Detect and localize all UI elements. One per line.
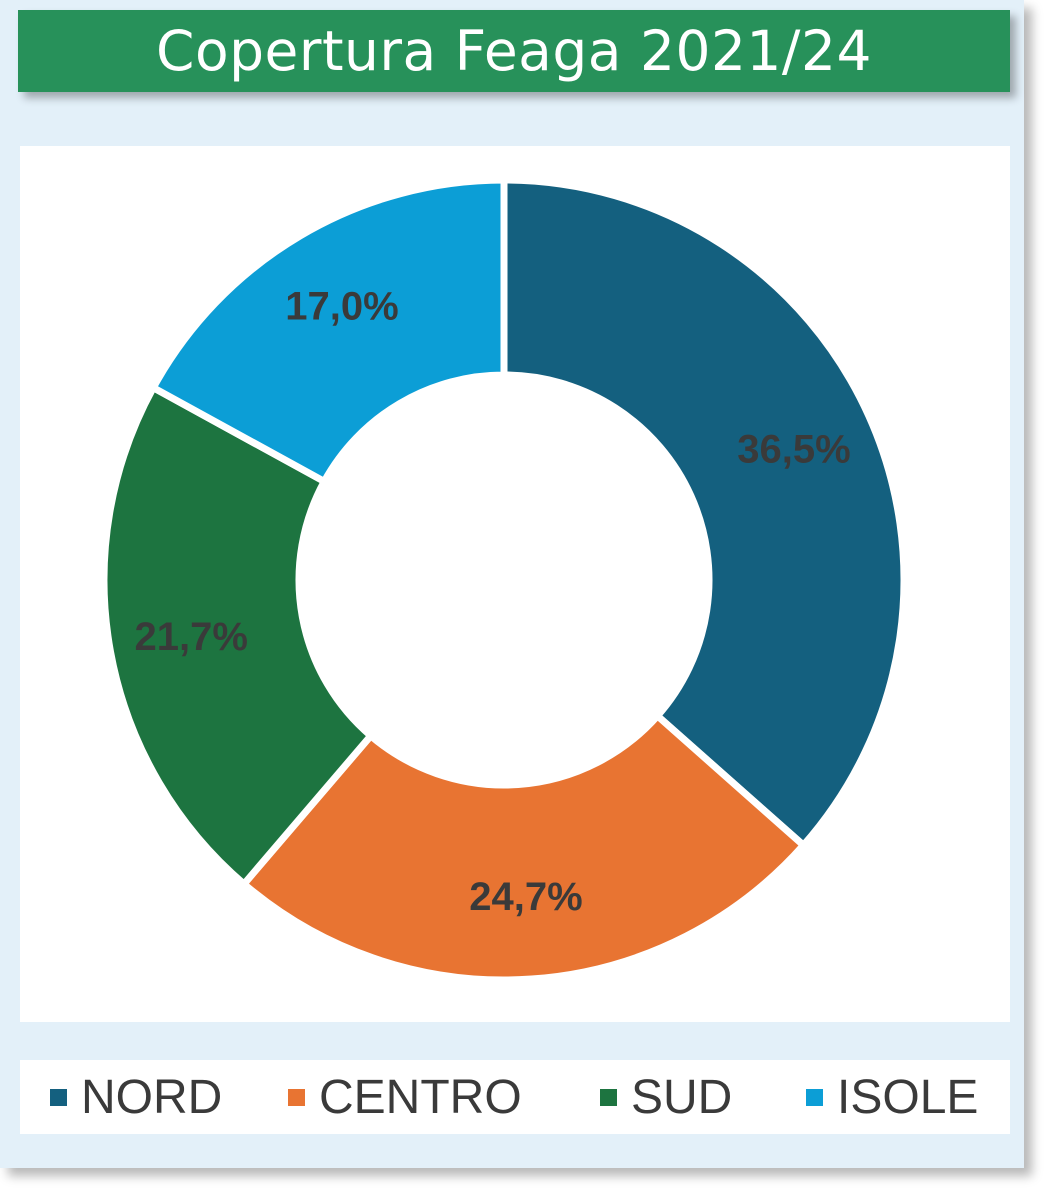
legend-label-isole: ISOLE xyxy=(837,1070,979,1124)
legend-item-nord: NORD xyxy=(50,1060,222,1134)
legend-swatch-nord xyxy=(50,1088,67,1106)
donut-chart: 36,5% 24,7% 21,7% 17,0% xyxy=(100,176,908,984)
slice-sud xyxy=(100,382,376,889)
chart-card: Copertura Feaga 2021/24 36,5% 24,7% 21,7% 1… xyxy=(0,0,1024,1168)
legend-label-centro: CENTRO xyxy=(319,1070,522,1124)
data-label-centro: 24,7% xyxy=(469,875,582,919)
legend: NORD CENTRO SUD ISOLE xyxy=(20,1060,1010,1134)
data-label-nord: 36,5% xyxy=(737,427,850,471)
legend-item-centro: CENTRO xyxy=(288,1060,522,1134)
chart-title: Copertura Feaga 2021/24 xyxy=(156,19,872,83)
legend-swatch-isole xyxy=(806,1088,823,1106)
legend-item-isole: ISOLE xyxy=(806,1060,978,1134)
slice-isole xyxy=(148,176,508,487)
slice-nord xyxy=(500,176,908,851)
plot-area: 36,5% 24,7% 21,7% 17,0% xyxy=(20,146,1010,1022)
legend-swatch-sud xyxy=(600,1088,617,1106)
data-label-sud: 21,7% xyxy=(134,615,247,659)
data-label-isole: 17,0% xyxy=(285,284,398,328)
legend-label-sud: SUD xyxy=(631,1070,733,1124)
legend-label-nord: NORD xyxy=(81,1070,223,1124)
legend-swatch-centro xyxy=(288,1088,305,1106)
title-bar: Copertura Feaga 2021/24 xyxy=(18,10,1010,92)
slice-centro xyxy=(239,710,809,984)
legend-item-sud: SUD xyxy=(600,1060,732,1134)
